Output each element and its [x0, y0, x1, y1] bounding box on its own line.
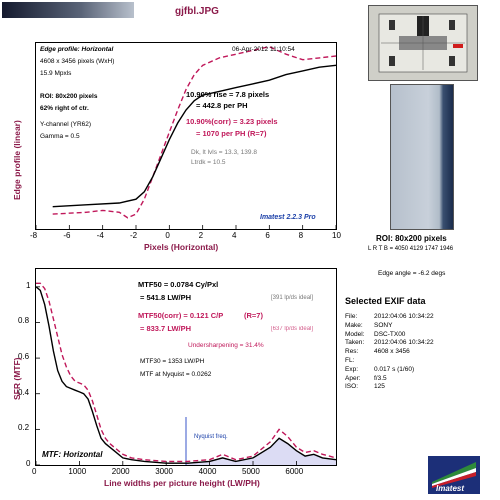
rise-distance: 10.90% rise = 7.8 pixels: [186, 90, 270, 99]
mtf50-ideal: [391 lp/ds ideal]: [271, 295, 314, 301]
channel: Y-channel (YR62): [40, 121, 92, 128]
mtf50-corrected-lwph: = 833.7 LW/PH: [140, 324, 192, 333]
mtf-y-tick-label: 0: [26, 459, 31, 468]
edge-x-tick-label: 0: [165, 231, 170, 240]
imatest-logo: Imatest: [428, 456, 480, 494]
mtf-x-tick-label: 0: [32, 467, 37, 476]
mtf-heading: MTF: Horizontal: [42, 450, 103, 459]
image-size: 4608 x 3456 pixels (WxH): [40, 58, 115, 65]
mtf-y-tick-label: 0.2: [18, 423, 30, 433]
exif-row: Aper: f/3.5: [345, 374, 387, 382]
exif-table: File: 2012:04:06 10:34:22 Make: SONY Model…: [345, 313, 434, 392]
mtf-x-tick-label: 4000: [198, 467, 217, 476]
mtf50-corrected: MTF50(corr) = 0.121 C/P: [138, 311, 224, 320]
edge-angle: Edge angle = -6.2 degs: [378, 270, 446, 277]
edge-x-tick-label: 2: [198, 231, 204, 240]
image-filename: gjfbl.JPG: [175, 6, 219, 17]
edge-x-tick-label: -4: [96, 231, 104, 240]
undersharpening: Undersharpening = 31.4%: [188, 342, 264, 349]
nyquist-label: Nyquist freq.: [194, 434, 228, 440]
mtf-corrected-line: [36, 282, 336, 463]
rise-corrected-per-ph: = 1070 per PH (R=7): [196, 129, 267, 138]
roi-size: ROI: 80x200 pixels: [40, 93, 98, 100]
edge-corrected-line: [52, 45, 336, 219]
edge-x-label: Pixels (Horizontal): [144, 242, 219, 252]
mtf-x-tick-label: 5000: [242, 467, 260, 476]
dark-light-levels: Dk, lt lvls = 13.3, 139.8: [191, 149, 257, 156]
exif-title: Selected EXIF data: [345, 296, 426, 306]
exif-row: Taken: 2012:04:06 10:34:22: [345, 339, 434, 347]
rise-per-ph: = 442.8 per PH: [196, 101, 248, 110]
light-dark-ratio: Ltrdk = 10.5: [191, 159, 226, 166]
gamma: Gamma = 0.5: [40, 133, 80, 140]
logo-text: Imatest: [436, 484, 465, 493]
mtf-y-tick-label: 1: [26, 280, 31, 290]
mtf-y-tick-label: 0.8: [18, 316, 30, 326]
mtf-x-tick-label: 1000: [68, 467, 87, 476]
chart-thumbnail: [368, 5, 478, 81]
mtf50-corrected-r: (R=7): [244, 311, 263, 320]
logo-icon: [428, 456, 480, 494]
exif-row: Model: DSC-TX00: [345, 330, 406, 338]
roi-bounds: L R T B = 4050 4129 1747 1946: [368, 246, 454, 252]
imatest-version: Imatest 2.2.3 Pro: [260, 214, 316, 221]
mtf-x-tick-label: 3000: [155, 467, 173, 476]
roi-label: ROI: 80x200 pixels: [376, 234, 447, 243]
mtf-x-tick-label: 2000: [111, 467, 130, 476]
edge-x-tick-label: 10: [332, 231, 341, 240]
mtf-y-tick-label: 0.4: [18, 387, 30, 397]
mtf-measured-line: [36, 286, 336, 464]
exif-row: File: 2012:04:06 10:34:22: [345, 313, 434, 320]
mtf-chart: [36, 282, 336, 465]
exif-row: Exp: 0.017 s (1/60): [345, 365, 415, 373]
edge-date: 06-Apr-2012 11:10:54: [232, 46, 295, 53]
exif-row: FL:: [345, 356, 355, 364]
edge-x-tick-label: 4: [232, 231, 237, 240]
roi-edge-crop: [390, 84, 454, 230]
mtf50-value: MTF50 = 0.0784 Cy/Pxl: [138, 280, 219, 289]
edge-heading: Edge profile: Horizontal: [40, 46, 114, 53]
mtf-at-nyquist: MTF at Nyquist = 0.0262: [140, 371, 212, 378]
exif-row: Res: 4608 x 3456: [345, 348, 410, 356]
mtf-y-tick-label: 0.6: [18, 352, 30, 362]
edge-profile-chart: [36, 45, 336, 229]
megapixels: 15.9 Mpxls: [40, 70, 72, 77]
edge-x-tick-label: 6: [265, 231, 270, 240]
edge-y-label: Edge profile (linear): [12, 120, 22, 200]
edge-x-tick-label: -2: [130, 231, 138, 240]
mtf50-lwph: = 541.8 LW/PH: [140, 293, 192, 302]
mtf-plot: MTF50 = 0.0784 Cy/Pxl = 541.8 LW/PH [391…: [35, 268, 337, 466]
mtf30-value: MTF30 = 1353 LW/PH: [140, 358, 205, 365]
tonal-gradient-bar: [2, 2, 134, 18]
rise-corrected: 10.90%(corr) = 3.23 pixels: [186, 117, 278, 126]
mtf50-corrected-ideal: [637 lp/ds ideal]: [271, 326, 314, 332]
mtf-x-tick-label: 6000: [285, 467, 304, 476]
edge-x-tick-label: 8: [298, 231, 304, 240]
exif-row: Make: SONY: [345, 321, 393, 329]
mtf-x-label: Line widths per picture height (LW/PH): [104, 478, 260, 488]
roi-position: 62% right of ctr.: [40, 105, 89, 112]
edge-x-tick-label: -8: [30, 231, 38, 240]
mtf-y-label: SFR (MTF): [12, 357, 22, 401]
test-chart-image: [369, 6, 477, 80]
exif-row: ISO: 125: [345, 383, 385, 391]
edge-measured-line: [52, 64, 336, 208]
edge-x-tick-label: -6: [63, 231, 71, 240]
edge-profile-plot: Edge profile: Horizontal 06-Apr-2012 11:…: [35, 42, 337, 230]
